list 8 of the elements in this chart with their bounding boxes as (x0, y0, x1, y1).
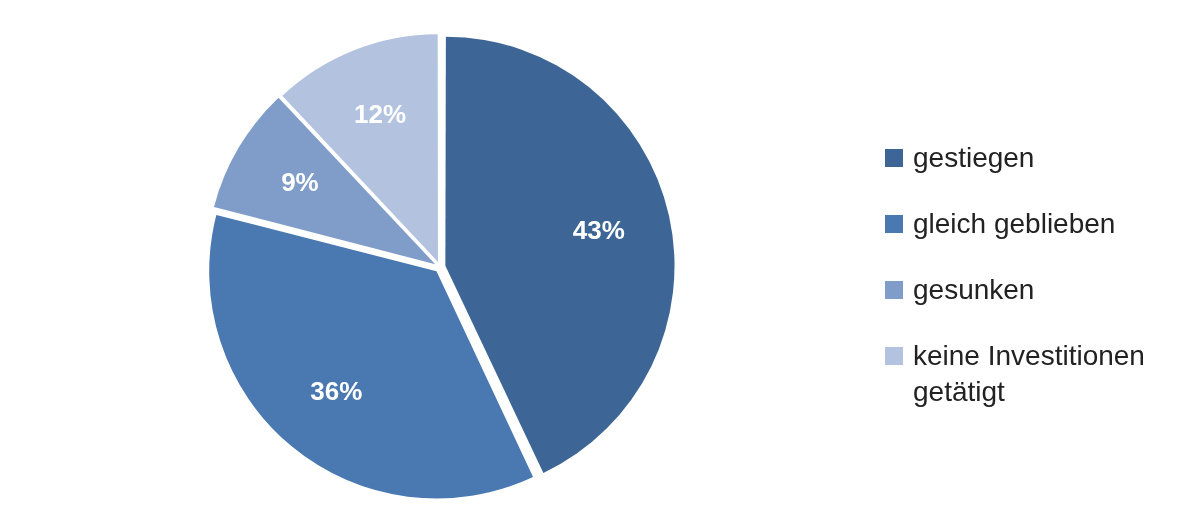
data-label: 12% (354, 98, 407, 129)
data-label: 36% (310, 375, 363, 406)
data-label: 9% (281, 167, 319, 198)
legend-label: keine Investitionen getätigt (913, 339, 1146, 409)
data-label: 43% (572, 214, 625, 245)
legend-label: gestiegen (913, 141, 1035, 175)
legend-label: gleich geblieben (913, 207, 1116, 241)
legend-label: gesunken (913, 273, 1035, 307)
